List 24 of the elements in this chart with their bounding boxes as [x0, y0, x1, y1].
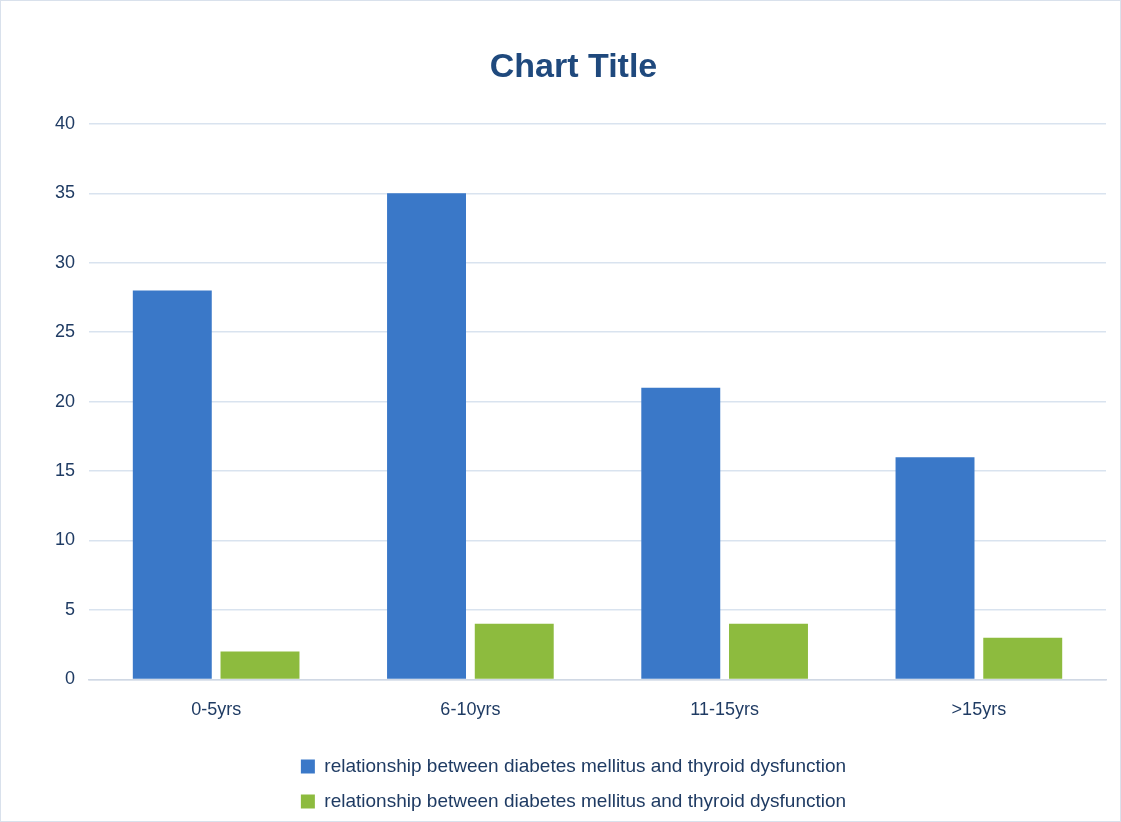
y-tick-label: 35 — [54, 182, 76, 203]
bar — [729, 623, 808, 679]
bar — [641, 387, 721, 679]
y-tick-label: 15 — [54, 460, 76, 481]
x-tick-label: 11-15yrs — [690, 699, 759, 720]
bar — [474, 623, 554, 679]
x-tick-label: 0-5yrs — [191, 699, 242, 720]
bar — [387, 193, 466, 679]
bar — [220, 651, 300, 679]
y-tick-label: 10 — [54, 529, 76, 550]
y-tick-label: 0 — [65, 668, 76, 689]
bar — [983, 637, 1063, 679]
y-tick-label: 20 — [54, 390, 76, 411]
legend-label: relationship between diabetes mellitus and thyroid dysfunction — [324, 789, 847, 811]
x-tick-label: >15yrs — [951, 699, 1007, 720]
y-tick-label: 25 — [54, 321, 76, 342]
y-tick-label: 40 — [54, 112, 76, 133]
chart-title: Chart Title — [489, 45, 658, 84]
y-tick-label: 5 — [65, 598, 76, 619]
x-tick-label: 6-10yrs — [440, 699, 501, 720]
y-tick-label: 30 — [54, 251, 76, 272]
bar — [132, 290, 212, 679]
legend-label: relationship between diabetes mellitus and thyroid dysfunction — [324, 754, 847, 776]
bar — [895, 457, 975, 679]
